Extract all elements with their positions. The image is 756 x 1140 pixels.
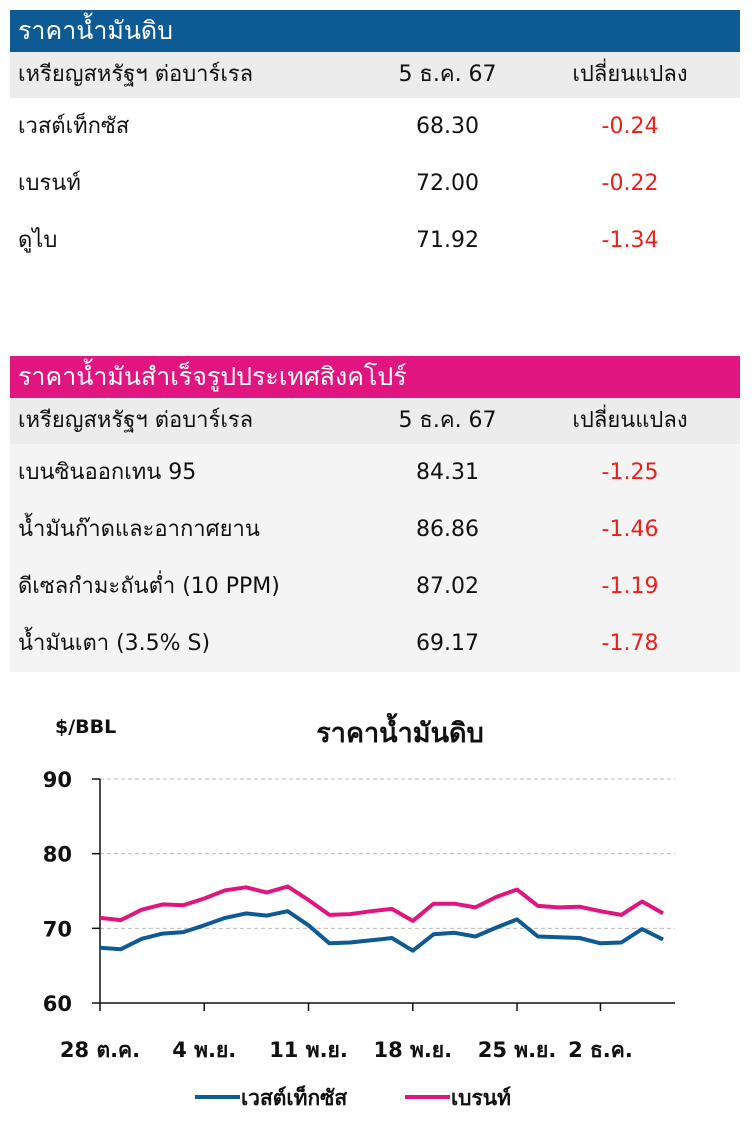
x-tick-label: 2 ธ.ค. [568,1038,633,1062]
x-tick-label: 4 พ.ย. [172,1038,236,1062]
table-row: ดูไบ 71.92 -1.34 [10,212,740,269]
table-row: น้ำมันเตา (3.5% S) 69.17 -1.78 [10,615,740,672]
table-cell: ดูไบ [18,228,58,253]
table-cell: 87.02 [416,574,479,599]
table-row: เบนซินออกเทน 95 84.31 -1.25 [10,444,740,501]
column-header: เปลี่ยนแปลง [572,62,688,87]
table-cell: ดีเซลกำมะถันต่ำ (10 PPM) [18,574,280,599]
table-row: เวสต์เท็กซัส 68.30 -0.24 [10,98,740,155]
chart-title: ราคาน้ำมันดิบ [316,712,483,749]
table-cell: น้ำมันก๊าดและอากาศยาน [18,517,260,542]
table-cell: เบรนท์ [18,171,81,196]
chart: $/BBL ราคาน้ำมันดิบ 60 70 80 90 28 ต.ค. 4 พ.ย… [43,712,675,1110]
legend-label: เบรนท์ [451,1086,511,1110]
legend-label: เวสต์เท็กซัส [241,1084,347,1110]
table-cell: 69.17 [416,631,479,656]
column-header: 5 ธ.ค. 67 [398,408,497,433]
table-cell: เวสต์เท็กซัส [18,114,130,139]
table-cell: -0.22 [601,171,659,196]
crude-table: ราคาน้ำมันดิบเหรียญสหรัฐฯ ต่อบาร์เรล 5 ธ.… [10,10,740,269]
table-cell: 68.30 [416,114,479,139]
table-cell: -1.19 [601,574,659,599]
table-cell: 72.00 [416,171,479,196]
y-axis-label: $/BBL [55,716,116,738]
table-cell: -1.25 [601,460,659,485]
column-header: 5 ธ.ค. 67 [398,62,497,87]
table-cell: -1.46 [601,517,659,542]
header-row: เหรียญสหรัฐฯ ต่อบาร์เรล 5 ธ.ค. 67 เปลี่ยนแ… [10,398,740,444]
series-line [99,909,664,953]
header-row: เหรียญสหรัฐฯ ต่อบาร์เรล 5 ธ.ค. 67 เปลี่ยนแ… [10,52,740,98]
x-tick-label: 28 ต.ค. [60,1038,140,1062]
table-cell: -1.78 [601,631,659,656]
products-table: ราคาน้ำมันสำเร็จรูปประเทศสิงคโปร์ เหรียญส… [10,356,740,672]
x-tick-label: 18 พ.ย. [373,1038,452,1062]
table-cell: 86.86 [416,517,479,542]
table-cell: -1.34 [601,228,659,253]
table-row: น้ำมันก๊าดและอากาศยาน 86.86 -1.46 [10,501,740,558]
series-line [99,884,664,923]
y-tick-label: 90 [43,768,72,792]
x-tick-label: 11 พ.ย. [269,1038,348,1062]
table-cell: 71.92 [416,228,479,253]
column-header: เหรียญสหรัฐฯ ต่อบาร์เรล [18,408,254,433]
column-header: เหรียญสหรัฐฯ ต่อบาร์เรล [18,62,254,87]
column-header: เปลี่ยนแปลง [572,408,688,433]
y-tick-label: 80 [43,843,72,867]
y-tick-label: 70 [43,917,72,941]
y-tick-label: 60 [43,992,72,1016]
table-cell: น้ำมันเตา (3.5% S) [18,631,211,656]
x-tick-label: 25 พ.ย. [478,1038,557,1062]
table-title: ราคาน้ำมันสำเร็จรูปประเทศสิงคโปร์ [10,356,740,398]
table-cell: 84.31 [416,460,479,485]
table-title: ราคาน้ำมันดิบ [10,10,740,52]
table-cell: -0.24 [601,114,659,139]
table-row: เบรนท์ 72.00 -0.22 [10,155,740,212]
table-cell: เบนซินออกเทน 95 [18,460,197,485]
table-row: ดีเซลกำมะถันต่ำ (10 PPM) 87.02 -1.19 [10,558,740,615]
